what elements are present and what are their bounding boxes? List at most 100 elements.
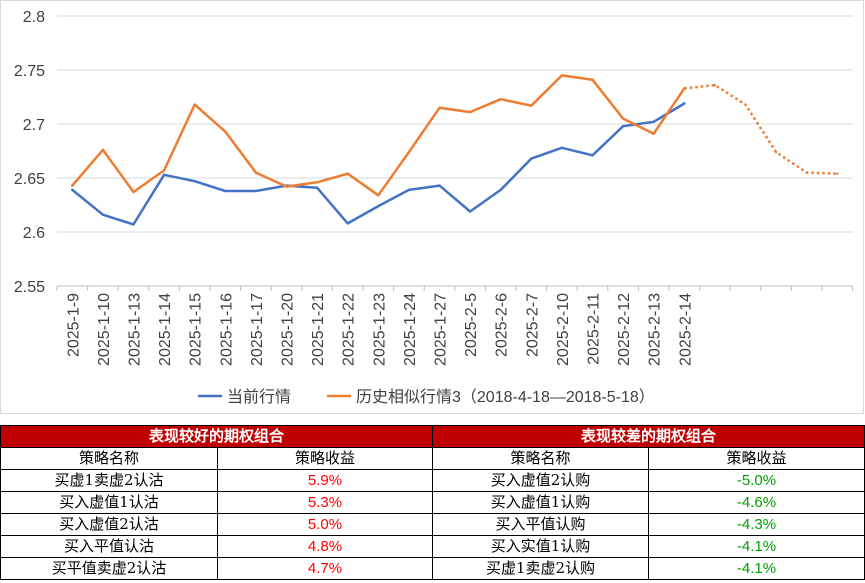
data-point-historical bbox=[683, 87, 686, 90]
price-line-chart: 2.55 2.6 2.65 2.7 2.75 2.8 2025-1-9 2025-1-10 20… bbox=[0, 0, 864, 414]
gridlines bbox=[57, 15, 853, 287]
x-tick-label: 2025-2-6 bbox=[494, 293, 511, 357]
group-header-poor: 表现较差的期权组合 bbox=[432, 425, 865, 448]
data-point-current bbox=[71, 188, 74, 192]
strategy-return-cell: -4.6% bbox=[648, 491, 865, 514]
data-point-historical bbox=[407, 150, 411, 154]
strategy-name-cell: 买入虚值1认购 bbox=[432, 491, 650, 514]
data-point-current bbox=[621, 124, 625, 128]
x-tick-label: 2025-1-23 bbox=[371, 293, 388, 366]
data-point-historical bbox=[101, 148, 105, 152]
data-point-historical bbox=[377, 194, 380, 197]
column-header-strategy-return: 策略收益 bbox=[648, 447, 865, 470]
x-tick-label: 2025-1-20 bbox=[280, 293, 297, 366]
data-point-historical bbox=[652, 132, 655, 135]
data-point-historical bbox=[438, 106, 441, 110]
data-point-historical bbox=[315, 181, 319, 184]
legend-item-current: 当前行情 bbox=[197, 388, 291, 406]
strategy-return-cell: 5.0% bbox=[216, 513, 434, 536]
x-tick-label: 2025-2-10 bbox=[555, 293, 572, 366]
strategy-name-cell: 买虚1卖虚2认购 bbox=[432, 557, 650, 580]
x-tick-label: 2025-2-13 bbox=[647, 293, 664, 366]
column-header-strategy-name: 策略名称 bbox=[0, 447, 218, 470]
column-header-strategy-name: 策略名称 bbox=[432, 447, 650, 470]
column-header-row: 策略名称 策略收益 策略名称 策略收益 bbox=[0, 447, 865, 470]
data-point-current bbox=[683, 102, 686, 105]
legend: 当前行情 历史相似行情3（2018-4-18—2018-5-18） bbox=[197, 388, 655, 406]
data-point-historical bbox=[224, 130, 227, 133]
legend-label-current: 当前行情 bbox=[227, 388, 291, 406]
y-tick-label: 2.7 bbox=[23, 117, 45, 134]
y-tick-label: 2.65 bbox=[14, 171, 45, 188]
data-point-historical bbox=[499, 97, 502, 101]
x-tick-label: 2025-2-5 bbox=[463, 293, 480, 357]
group-header-good: 表现较好的期权组合 bbox=[0, 425, 434, 448]
x-tick-label: 2025-1-22 bbox=[341, 293, 358, 366]
strategy-return-cell: -4.3% bbox=[648, 513, 865, 536]
x-tick-label: 2025-1-16 bbox=[218, 293, 235, 366]
x-tick-marks bbox=[56, 286, 854, 291]
strategy-name-cell: 买入虚值2认沽 bbox=[0, 513, 218, 536]
data-point-historical-projection bbox=[836, 172, 839, 175]
y-tick-label: 2.6 bbox=[23, 225, 45, 242]
y-tick-label: 2.55 bbox=[14, 279, 45, 296]
data-point-current bbox=[591, 154, 594, 157]
x-tick-label: 2025-1-21 bbox=[310, 293, 327, 366]
strategy-name-cell: 买入虚值1认沽 bbox=[0, 491, 218, 514]
strategy-return-cell: 4.7% bbox=[216, 557, 434, 580]
strategy-return-cell: 4.8% bbox=[216, 535, 434, 558]
data-point-current bbox=[530, 157, 533, 160]
data-point-historical bbox=[560, 74, 564, 77]
data-point-current bbox=[652, 120, 655, 124]
data-point-current bbox=[346, 222, 349, 225]
x-tick-label: 2025-1-17 bbox=[249, 293, 266, 366]
data-point-historical-projection bbox=[744, 103, 747, 106]
x-tick-label: 2025-2-14 bbox=[677, 293, 694, 366]
table-row: 买平值卖虚2认沽 4.7% 买虚1卖虚2认购 -4.1% bbox=[0, 557, 865, 580]
x-tick-label: 2025-1-14 bbox=[157, 293, 174, 366]
data-point-historical-projection bbox=[805, 171, 808, 174]
y-tick-label: 2.8 bbox=[23, 9, 45, 26]
data-point-historical bbox=[132, 190, 135, 194]
data-point-historical bbox=[591, 78, 594, 81]
y-tick-label: 2.75 bbox=[14, 63, 45, 80]
data-point-current bbox=[468, 210, 472, 213]
data-point-historical bbox=[530, 104, 533, 107]
plot-area: 2.55 2.6 2.65 2.7 2.75 2.8 2025-1-9 2025-1-10 20… bbox=[14, 9, 854, 366]
options-strategy-table: 表现较好的期权组合 表现较差的期权组合 策略名称 策略收益 策略名称 策略收益 … bbox=[0, 425, 865, 580]
data-point-historical bbox=[285, 185, 288, 188]
strategy-name-cell: 买平值卖虚2认沽 bbox=[0, 557, 218, 580]
table-row: 买入虚值2认沽 5.0% 买入平值认购 -4.3% bbox=[0, 513, 865, 536]
strategy-name-cell: 买入虚值2认购 bbox=[432, 469, 650, 492]
strategy-return-cell: -4.1% bbox=[648, 557, 865, 580]
legend-label-historical: 历史相似行情3（2018-4-18—2018-5-18） bbox=[356, 388, 655, 406]
x-tick-label: 2025-1-9 bbox=[65, 293, 82, 357]
data-point-current bbox=[438, 184, 441, 187]
column-header-strategy-return: 策略收益 bbox=[216, 447, 434, 470]
data-point-historical bbox=[254, 171, 258, 174]
x-tick-label: 2025-1-24 bbox=[402, 293, 419, 366]
data-point-current bbox=[101, 213, 105, 216]
x-tick-label: 2025-2-12 bbox=[616, 293, 633, 366]
strategy-return-cell: 5.9% bbox=[216, 469, 434, 492]
data-point-historical bbox=[162, 169, 166, 172]
x-tick-label: 2025-1-10 bbox=[96, 293, 113, 366]
data-point-current bbox=[407, 188, 411, 192]
data-point-current bbox=[193, 180, 196, 183]
x-tick-label: 2025-2-7 bbox=[524, 293, 541, 357]
data-point-current bbox=[162, 173, 166, 176]
data-point-current bbox=[254, 189, 258, 193]
data-point-current bbox=[377, 204, 380, 208]
x-tick-label: 2025-1-15 bbox=[188, 293, 205, 366]
strategy-return-cell: -4.1% bbox=[648, 535, 865, 558]
data-point-historical bbox=[193, 103, 196, 106]
data-point-historical bbox=[468, 110, 472, 114]
strategy-name-cell: 买入平值认沽 bbox=[0, 535, 218, 558]
group-header-row: 表现较好的期权组合 表现较差的期权组合 bbox=[0, 425, 865, 448]
data-point-historical bbox=[621, 117, 625, 120]
data-point-current bbox=[224, 189, 227, 193]
strategy-name-cell: 买入实值1认购 bbox=[432, 535, 650, 558]
series-line-historical-projection bbox=[684, 83, 838, 175]
table-row: 买入平值认沽 4.8% 买入实值1认购 -4.1% bbox=[0, 535, 865, 558]
data-point-current bbox=[315, 186, 319, 189]
